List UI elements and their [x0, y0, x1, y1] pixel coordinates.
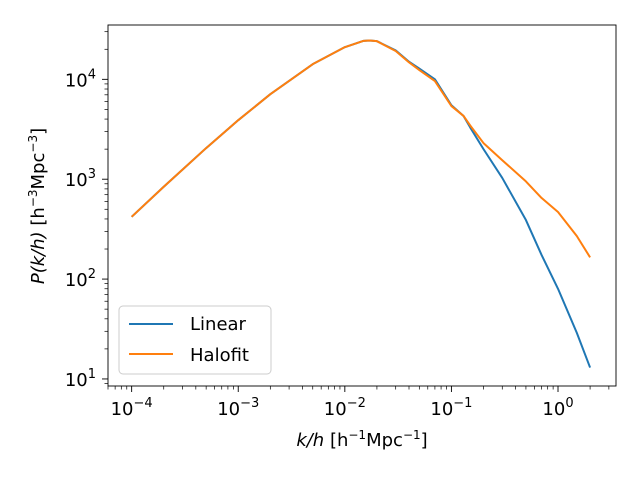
- legend: Linear Halofit: [118, 305, 272, 375]
- y-axis-label-sup2: −3: [26, 135, 40, 153]
- x-tick-label: 10−2: [324, 396, 366, 420]
- x-tick-label: 100: [542, 396, 573, 420]
- y-tick-label: 103: [65, 167, 96, 191]
- y-axis-label-sup1: −3: [26, 189, 40, 207]
- x-axis-label-unit-mid: Mpc: [366, 430, 403, 451]
- y-tick-label: 102: [65, 267, 96, 291]
- x-axis-label: k/h [h−1Mpc−1]: [296, 428, 427, 451]
- y-tick-label: 104: [65, 67, 96, 91]
- y-axis-label-unit-open: [h: [28, 207, 49, 231]
- legend-label-linear: Linear: [190, 314, 247, 335]
- x-axis-label-sup1: −1: [348, 428, 366, 442]
- x-axis-ticks: 10−4 10−3 10−2 10−1 100: [107, 386, 610, 420]
- series-lines: [130, 39, 592, 368]
- plot-frame: [107, 24, 617, 387]
- x-tick-label: 10−3: [217, 396, 259, 420]
- x-axis-label-base: k/h: [296, 430, 324, 451]
- x-axis-label-sup2: −1: [403, 428, 421, 442]
- x-tick-label: 10−1: [430, 396, 472, 420]
- x-axis-label-unit-open: [h: [324, 430, 348, 451]
- series-line-halofit: [130, 39, 591, 258]
- y-axis-label-base: P(k/h): [28, 231, 49, 284]
- x-axis-label-unit-close: ]: [421, 430, 428, 451]
- y-axis-label-unit-mid: Mpc: [28, 153, 49, 190]
- legend-label-halofit: Halofit: [190, 345, 249, 366]
- y-axis-label: P(k/h) [h−3Mpc−3]: [26, 128, 49, 284]
- y-tick-label: 101: [65, 367, 96, 391]
- y-axis-ticks: 101 102 103 104: [65, 31, 108, 391]
- x-tick-label: 10−4: [111, 396, 153, 420]
- y-axis-label-unit-close: ]: [28, 128, 49, 135]
